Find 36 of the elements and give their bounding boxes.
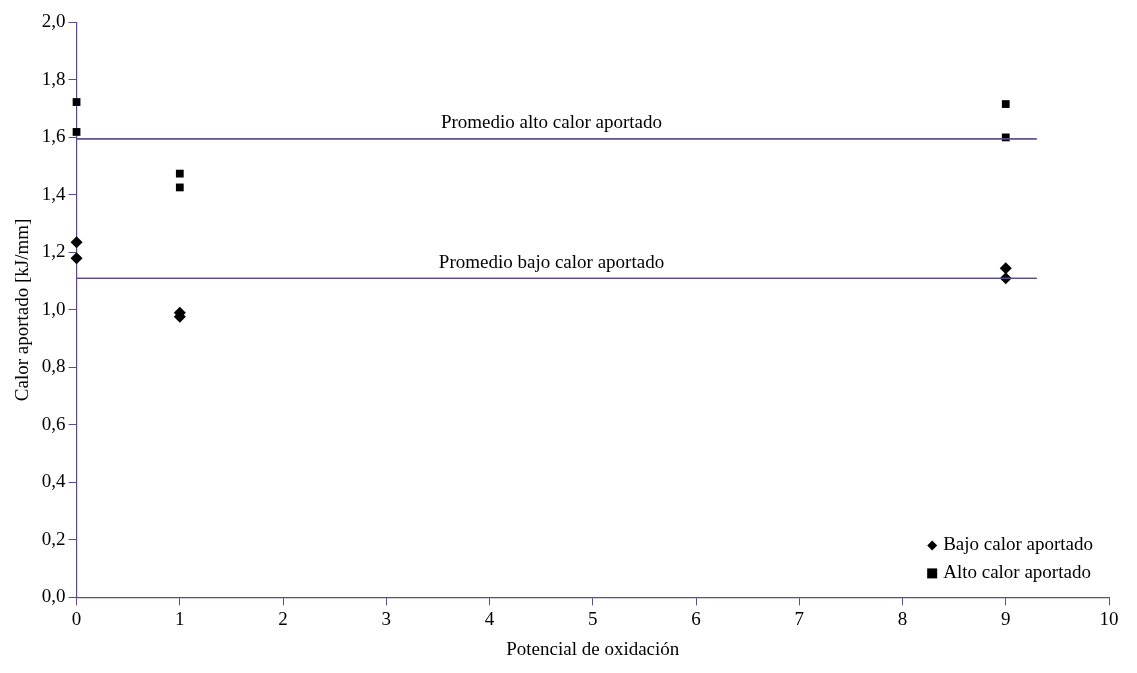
point xyxy=(72,128,81,136)
ref-line-label: Promedio bajo calor aportado xyxy=(438,250,665,272)
x-tick-label: 3 xyxy=(381,607,392,629)
point xyxy=(72,98,81,106)
y-tick-label: 0,0 xyxy=(41,585,66,607)
x-tick-label: 7 xyxy=(794,607,805,629)
x-tick-label: 10 xyxy=(1099,607,1119,629)
x-tick-label: 5 xyxy=(588,607,598,629)
y-tick-label: 0,6 xyxy=(41,412,66,434)
legend-label: Alto calor aportado xyxy=(943,561,1091,583)
y-tick-label: 1,0 xyxy=(41,297,66,319)
x-tick-label: 8 xyxy=(897,607,908,629)
y-axis-title: Calor aportado [kJ/mm] xyxy=(11,218,33,402)
point xyxy=(1001,100,1010,108)
y-tick-label: 1,6 xyxy=(41,125,66,147)
point xyxy=(70,252,83,265)
x-tick-label: 0 xyxy=(71,607,82,629)
y-tick-label: 0,8 xyxy=(41,355,66,377)
y-tick-label: 2,0 xyxy=(41,10,66,32)
point xyxy=(70,236,83,249)
x-tick-label: 1 xyxy=(175,607,185,629)
y-tick-label: 0,4 xyxy=(41,470,67,492)
x-tick-label: 4 xyxy=(484,607,495,629)
y-tick-label: 1,2 xyxy=(41,240,66,262)
y-tick-label: 1,4 xyxy=(41,182,67,204)
x-tick-label: 9 xyxy=(1001,607,1011,629)
y-tick-label: 1,8 xyxy=(41,67,66,89)
x-tick-label: 2 xyxy=(278,607,288,629)
point xyxy=(175,183,184,192)
x-axis-title: Potencial de oxidación xyxy=(506,637,680,659)
y-tick-label: 0,2 xyxy=(41,527,66,549)
ref-line-label: Promedio alto calor aportado xyxy=(440,111,663,133)
legend-label: Bajo calor aportado xyxy=(943,533,1094,555)
point xyxy=(999,262,1012,275)
point xyxy=(175,169,184,178)
x-tick-label: 6 xyxy=(691,607,701,629)
